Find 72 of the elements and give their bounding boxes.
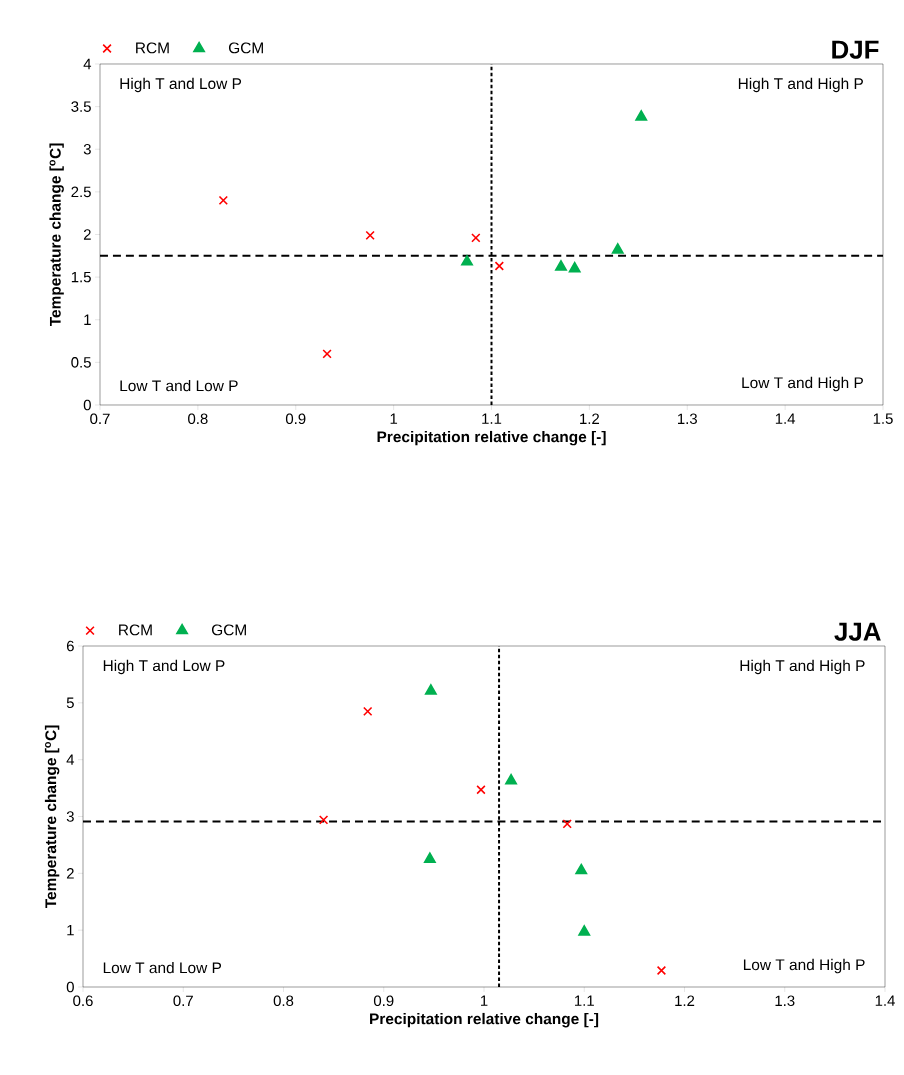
point [578,925,591,936]
annotation: High T and High P [740,659,865,675]
legend-label: RCM [119,624,152,636]
point [461,255,474,266]
x-tick-label: 1.1 [482,413,502,424]
y-tick-label: 0 [66,981,74,993]
point [424,684,437,695]
point [471,233,481,243]
point [656,965,667,976]
x-axis-title: Precipitation relative change [-] [377,430,606,446]
point [322,349,332,359]
annotation: Low T and High P [743,958,865,974]
point [318,815,329,825]
x-tick-label: 1.1 [575,995,594,1006]
y-tick-label: 3 [83,143,91,155]
x-tick-label: 1.2 [580,413,600,424]
annotation: Low T and High P [742,376,863,392]
y-tick-label: 3 [66,811,74,822]
point [555,260,567,271]
x-tick-label: 0.7 [90,413,110,425]
point [476,785,486,795]
point [575,863,588,875]
x-tick-label: 0.8 [273,995,294,1007]
annotation: High T and Low P [120,77,242,93]
annotation: Low T and Low P [120,379,238,392]
x-tick-label: 1 [480,995,488,1006]
chart-title: DJF [832,40,879,59]
x-tick-label: 0.8 [188,413,208,425]
y-tick-label: 2.5 [71,186,91,198]
x-tick-label: 1.4 [875,995,895,1006]
point [635,110,648,121]
x-tick-label: 0.7 [173,995,193,1007]
legend-label: GCM [228,42,263,54]
point [505,773,518,785]
point [611,243,624,254]
y-tick-label: 4 [66,754,75,765]
x-tick-label: 1 [390,413,398,424]
annotation: High T and Low P [103,659,225,675]
x-tick-label: 1.4 [775,413,796,424]
chart-title: JJA [834,622,881,641]
y-tick-label: 2 [83,229,91,240]
point [494,261,505,271]
x-tick-label: 0.6 [73,995,93,1007]
x-axis-title: Precipitation relative change [-] [370,1012,599,1028]
y-tick-label: 6 [66,640,74,652]
y-tick-label: 2 [66,868,74,879]
y-tick-label: 3.5 [71,101,91,112]
legend-label: RCM [136,42,169,54]
x-tick-label: 1.3 [775,995,795,1007]
point [423,852,436,863]
x-tick-label: 1.5 [873,413,893,424]
x-tick-label: 0.9 [373,995,394,1007]
point [568,261,581,273]
point [365,230,375,241]
annotation: Low T and Low P [103,961,222,974]
point [562,819,572,829]
y-axis-title: Temperature change [$^{o}$C] [44,725,60,909]
x-tick-label: 1.3 [678,413,697,425]
legend-label: GCM [211,624,246,636]
y-tick-label: 1 [67,925,74,936]
y-tick-label: 0.5 [71,357,91,368]
y-tick-label: 1.5 [71,271,91,283]
y-axis-title: Temperature change [$^{o}$C] [49,143,64,327]
y-tick-label: 1 [84,314,91,325]
y-tick-label: 5 [66,697,74,709]
x-tick-label: 1.2 [675,995,695,1006]
point [363,706,373,717]
x-tick-label: 0.9 [285,413,306,425]
y-tick-label: 4 [83,58,92,70]
y-tick-label: 0 [83,399,91,411]
annotation: High T and High P [738,77,863,93]
point [218,195,228,206]
